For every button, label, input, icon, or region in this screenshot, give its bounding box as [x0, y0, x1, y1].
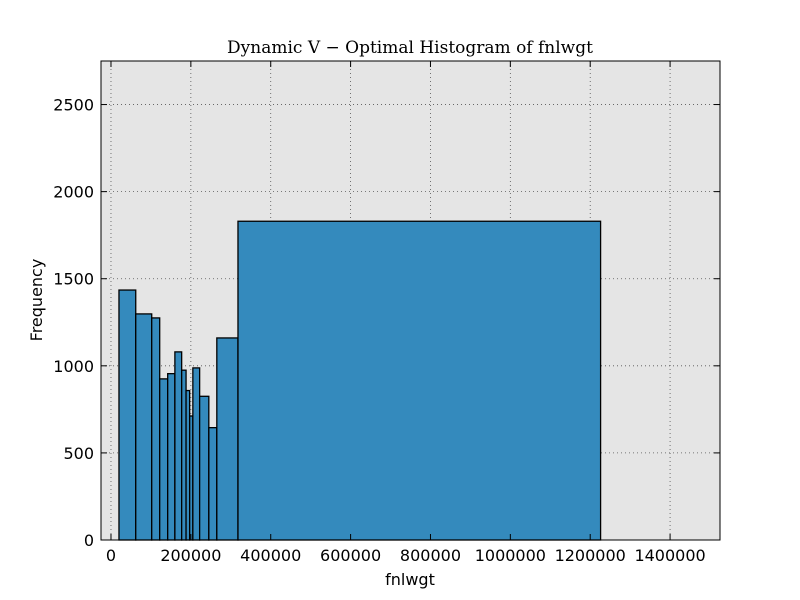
histogram-bar	[216, 337, 239, 541]
histogram-bar	[174, 351, 183, 541]
histogram-bar	[181, 369, 187, 541]
x-tick-label: 600000	[320, 546, 381, 565]
histogram-bar	[237, 220, 602, 541]
y-tick-label: 500	[63, 444, 94, 463]
x-tick-label: 1400000	[634, 546, 705, 565]
x-axis-ticks: 0 200000 400000 600000 800000 1000000 1200000 1…	[106, 61, 706, 565]
histogram-bar	[151, 317, 161, 541]
y-tick-label: 1000	[53, 357, 94, 376]
y-tick-label: 2500	[53, 96, 94, 115]
chart-title: Dynamic V − Optimal Histogram of fnlwgt	[227, 38, 593, 58]
plot-frame	[100, 60, 721, 541]
histogram-bar	[208, 427, 218, 541]
y-axis-ticks: 0 500 1000 1500 2000 2500	[53, 96, 720, 550]
y-tick-label: 1500	[53, 270, 94, 289]
y-tick-label: 2000	[53, 183, 94, 202]
x-tick-label: 200000	[160, 546, 221, 565]
y-tick-label: 0	[84, 531, 94, 550]
x-tick-label: 0	[106, 546, 116, 565]
histogram-bar	[167, 373, 176, 541]
histogram-bar	[135, 313, 153, 541]
x-tick-label: 1000000	[475, 546, 546, 565]
histogram-bar	[159, 378, 169, 541]
histogram-bar	[198, 395, 210, 541]
bars	[118, 220, 602, 541]
y-axis-label: Frequency	[27, 259, 46, 342]
x-tick-label: 1200000	[555, 546, 626, 565]
x-tick-label: 400000	[240, 546, 301, 565]
x-axis-label: fnlwgt	[385, 570, 435, 589]
histogram-bar	[192, 367, 201, 541]
histogram-bar	[118, 289, 137, 541]
x-tick-label: 800000	[400, 546, 461, 565]
